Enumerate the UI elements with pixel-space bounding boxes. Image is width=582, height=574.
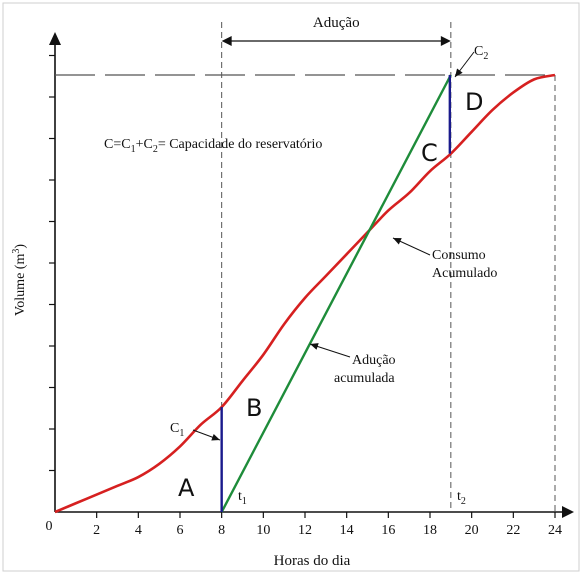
x-tick-label: 22 [506, 523, 520, 538]
x-tick-label: 16 [381, 523, 395, 538]
y-ticks [49, 54, 55, 472]
region-a-label: A [178, 474, 195, 502]
x-tick-label: 14 [340, 523, 354, 538]
y-axis-arrow [49, 32, 61, 45]
series-aducao-acumulada [220, 74, 452, 513]
aducao-label-line1: Adução [352, 353, 396, 368]
x-tick-label: 4 [135, 523, 142, 538]
consumo-leader-arrowhead [393, 238, 402, 245]
x-tick-label: 8 [218, 523, 225, 538]
consumo-label-line2: Acumulado [432, 266, 497, 281]
region-d-label: D [465, 88, 483, 116]
consumo-label-line1: Consumo [432, 248, 486, 263]
aducao-leader-arrowhead [310, 343, 319, 350]
c1-leader-arrowhead [211, 433, 220, 441]
x-tick-label: 2 [93, 523, 100, 538]
x-ticks: 2 4 6 8 10 12 14 16 18 20 22 24 [93, 512, 562, 538]
region-b-label: B [246, 394, 262, 422]
x-tick-label: 24 [548, 523, 562, 538]
x-tick-label: 10 [256, 523, 270, 538]
x-tick-label: 6 [177, 523, 184, 538]
x-tick-label: 20 [465, 523, 479, 538]
series-consumo-acumulado [54, 73, 556, 514]
region-a-patch [148, 483, 220, 508]
aducao-label-line2: acumulada [334, 371, 395, 386]
origin-label: 0 [46, 519, 53, 534]
x-tick-label: 12 [298, 523, 312, 538]
aducao-range-arrowhead-right [440, 36, 451, 46]
t1-label: t1 [238, 489, 247, 507]
c2-leader-arrowhead [455, 68, 463, 77]
t2-label: t2 [457, 489, 466, 507]
x-tick-label: 18 [423, 523, 437, 538]
y-axis-label: Volume (m3) [11, 244, 28, 316]
capacity-formula: C=C1+C2= Capacidade do reservatório [104, 137, 322, 155]
x-axis-label: Horas do dia [274, 553, 351, 569]
aducao-range-label: Adução [313, 15, 360, 31]
aducao-range-arrowhead-left [221, 36, 232, 46]
x-axis-arrow [562, 506, 574, 518]
c1-label: C1 [170, 421, 184, 439]
c2-label: C2 [474, 44, 488, 62]
region-c-label: C [421, 139, 438, 167]
